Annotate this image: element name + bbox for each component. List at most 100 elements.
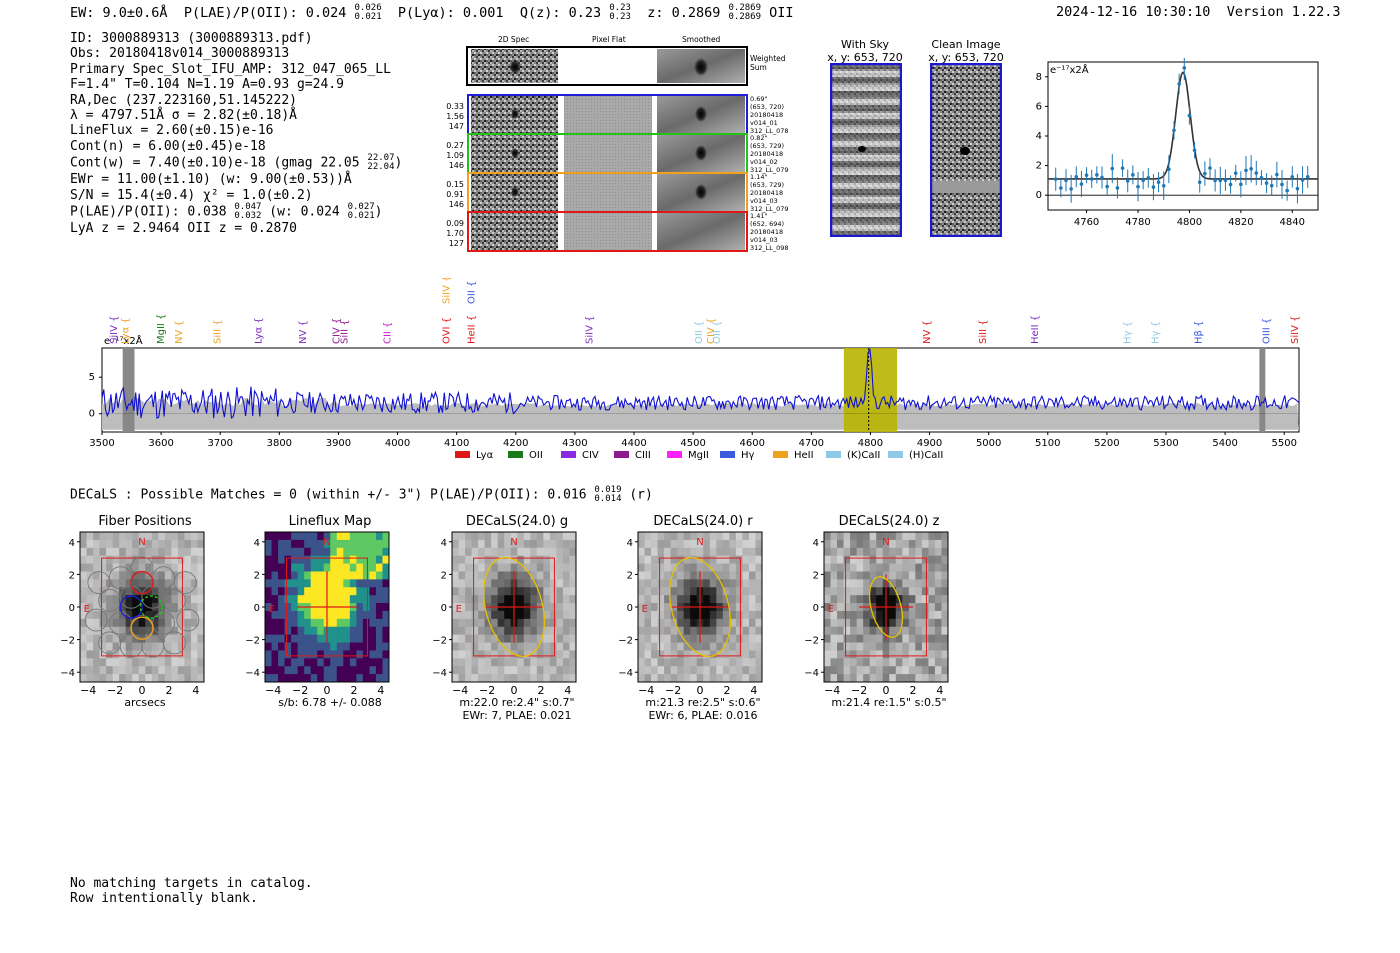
zoom-data-point xyxy=(1218,178,1223,183)
decals-x-tick: 4 xyxy=(564,684,572,697)
zoom-data-point xyxy=(1089,177,1094,181)
zoom-data-point xyxy=(1131,173,1135,177)
plae-value: P(LAE)/P(OII): 0.024 xyxy=(183,5,347,21)
info-obs: Obs: 20180418v014_3000889313 xyxy=(70,46,290,62)
zoom-data-point xyxy=(1064,178,1068,183)
legend-label: HeII xyxy=(794,450,814,461)
emission-line-label: SiIV { xyxy=(1290,316,1301,344)
with-sky-image xyxy=(830,63,902,237)
zoom-data-point xyxy=(1151,185,1156,189)
decals-y-tick: 0 xyxy=(441,603,447,614)
catalog-note-line1: No matching targets in catalog. xyxy=(70,876,313,891)
emission-line-label: HeII { xyxy=(466,315,477,344)
cutout-weights: 0.15 0.91 146 xyxy=(446,180,464,209)
legend-label: OII xyxy=(529,450,543,461)
spectrum-x-tick: 5200 xyxy=(1094,438,1119,449)
ew-value: EW: 9.0±0.6Å xyxy=(70,5,168,21)
decals-x-tick: 0 xyxy=(323,684,331,697)
spectrum-x-tick: 5500 xyxy=(1271,438,1296,449)
zoom-data-point xyxy=(1074,175,1079,179)
catalog-note-line2: Row intentionally blank. xyxy=(70,891,258,907)
cutout-fiber-info: 1.14" (653, 729) 20180418 v014_03 312_LL_079 xyxy=(750,173,789,213)
decals-y-tick: −2 xyxy=(245,636,260,647)
timestamp: 2024-12-16 10:30:10 xyxy=(1056,4,1211,20)
zoom-data-point xyxy=(1244,168,1248,173)
decals-y-tick: −2 xyxy=(60,636,75,647)
zoom-x-tick: 4780 xyxy=(1125,217,1150,228)
emission-line-label: SiII { xyxy=(339,319,350,344)
zoom-x-tick: 4760 xyxy=(1074,217,1099,228)
zoom-data-point xyxy=(1105,184,1109,189)
decals-x-tick: −2 xyxy=(851,684,868,697)
decals-y-tick: −2 xyxy=(618,636,633,647)
zoom-data-point xyxy=(1208,166,1212,170)
info-lineflux: LineFlux = 2.60(±0.15)e-16 xyxy=(70,123,274,139)
z-range: 0.2869 0.2869 xyxy=(728,3,761,22)
zoom-data-point xyxy=(1167,167,1171,172)
zoom-y-tick: 0 xyxy=(1036,190,1042,201)
legend-label: Hγ xyxy=(741,450,755,461)
info-primary: Primary Spec_Slot_IFU_AMP: 312_047_065_L… xyxy=(70,61,391,77)
spectrum-x-tick: 4700 xyxy=(799,438,824,449)
legend-swatch xyxy=(826,451,841,458)
col-smooth-label: Smoothed xyxy=(682,35,721,44)
info-contw: Cont(w) = 7.40(±0.10)e-18 (gmag 22.05 22… xyxy=(70,153,403,173)
decals-x-tick: −2 xyxy=(479,684,496,697)
zoom-data-point xyxy=(1280,182,1284,187)
decals-y-tick: 2 xyxy=(254,570,260,581)
decals-panel-title: DECaLS(24.0) z xyxy=(838,514,940,529)
plya-value: P(Lyα): 0.001 xyxy=(397,5,504,21)
zoom-data-point xyxy=(1084,173,1089,177)
zoom-data-point xyxy=(1136,184,1140,189)
zoom-y-tick: 4 xyxy=(1036,131,1042,142)
legend-swatch xyxy=(455,451,470,458)
emission-line-label: CII { xyxy=(383,322,394,344)
spectrum-x-tick: 4400 xyxy=(621,438,646,449)
zoom-x-tick: 4840 xyxy=(1280,217,1305,228)
decals-summary: DECaLS : Possible Matches = 0 (within +/… xyxy=(70,485,653,504)
zoom-data-point xyxy=(1100,175,1104,180)
search-box xyxy=(845,557,927,657)
decals-image-panel: N E 4 2 0 −2 −4 xyxy=(60,531,205,683)
zoom-data-point xyxy=(1161,183,1166,188)
cutout-fiber-info: 0.82" (653, 729) 20180418 v014_02 312_LL_079 xyxy=(750,134,789,174)
zoom-data-point xyxy=(1300,178,1305,182)
emission-line-label: Lyα { xyxy=(121,317,132,344)
emission-line-label: Hγ { xyxy=(1150,321,1161,344)
decals-x-tick: 2 xyxy=(165,684,173,697)
zoom-data-point xyxy=(1213,178,1217,183)
clean-image xyxy=(930,63,1002,237)
clean-image-title: Clean Image x, y: 653, 720 xyxy=(928,38,1004,64)
decals-x-tick: 0 xyxy=(510,684,518,697)
east-label: E xyxy=(642,604,648,615)
emission-line-label: SiIV { xyxy=(109,316,120,344)
cutout-grid xyxy=(466,46,748,252)
decals-y-tick: −4 xyxy=(245,668,260,679)
legend-swatch xyxy=(667,451,682,458)
search-box xyxy=(101,557,183,657)
east-label: E xyxy=(84,604,90,615)
version: Version 1.22.3 xyxy=(1226,4,1341,20)
decals-y-tick: 0 xyxy=(254,603,260,614)
legend-label: MgII xyxy=(688,450,709,461)
catalog-note: No matching targets in catalog. Row inte… xyxy=(70,876,313,907)
zoom-spectrum-plot: 0 2 4 6 8 4760 4780 4800 4820 4840 e⁻¹⁷x2Å xyxy=(1036,58,1319,228)
decals-footer-line2: EWr: 7, PLAE: 0.021 xyxy=(462,709,572,722)
east-label: E xyxy=(828,604,834,615)
zoom-data-point xyxy=(1079,182,1084,186)
info-id: ID: 3000889313 (3000889313.pdf) xyxy=(70,31,313,46)
emission-line-label: OVI { xyxy=(442,317,453,344)
emission-line-label: Hγ { xyxy=(1123,321,1134,344)
decals-y-tick: 4 xyxy=(627,538,633,549)
spectrum-x-tick: 4500 xyxy=(680,438,705,449)
emission-line-label: CIV { xyxy=(332,318,343,344)
spectrum-x-tick: 3500 xyxy=(89,438,114,449)
decals-y-tick: −4 xyxy=(804,668,819,679)
decals-x-tick: 2 xyxy=(909,684,917,697)
galaxy-ellipse xyxy=(868,576,904,638)
spectrum-x-tick: 3600 xyxy=(148,438,173,449)
legend-swatch xyxy=(614,451,629,458)
zoom-data-point xyxy=(1295,186,1300,191)
north-label: N xyxy=(510,537,517,548)
info-contn: Cont(n) = 6.00(±0.45)e-18 xyxy=(70,138,266,154)
